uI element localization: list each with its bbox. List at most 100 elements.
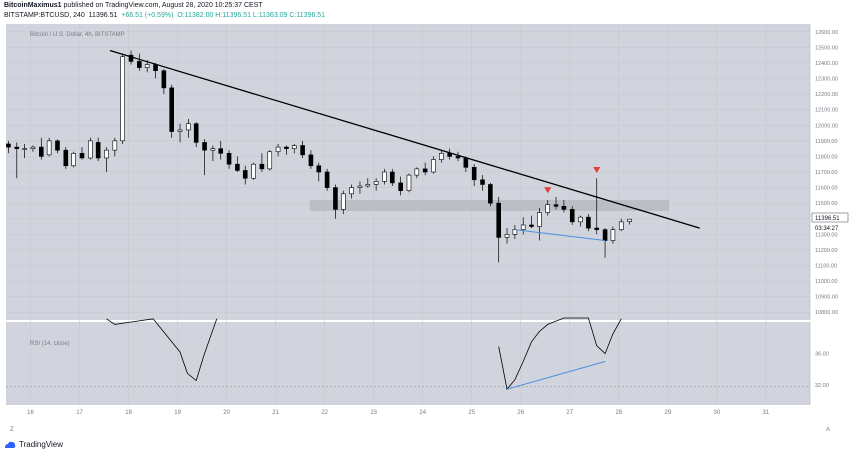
candle-down bbox=[471, 167, 477, 181]
candle-down bbox=[284, 146, 289, 149]
price-tick-label: 12200.00 bbox=[815, 92, 838, 98]
last-price: 11396.51 bbox=[88, 12, 118, 19]
candle-down bbox=[308, 154, 314, 167]
tradingview-logo[interactable]: TradingView bbox=[4, 440, 63, 449]
candle-down bbox=[137, 61, 142, 68]
tradingview-cloud-icon bbox=[5, 441, 16, 448]
candle-down bbox=[333, 187, 338, 210]
rsi-line bbox=[498, 317, 622, 391]
annotations bbox=[109, 49, 700, 390]
symbol-name: BITSTAMP:BTCUSD, 240 bbox=[4, 12, 85, 19]
candle-up bbox=[46, 140, 52, 156]
candle-down bbox=[95, 142, 101, 159]
candles bbox=[6, 50, 632, 263]
candle-down bbox=[480, 179, 485, 185]
brand-name: TradingView bbox=[19, 440, 64, 449]
auto-scale-toggle[interactable]: A bbox=[826, 427, 830, 433]
candle-down bbox=[63, 149, 69, 167]
time-tick-label: 21 bbox=[272, 410, 279, 416]
price-tick-label: 12500.00 bbox=[815, 45, 838, 51]
candle-up bbox=[120, 56, 125, 142]
publish-info: published on TradingView.com, August 28,… bbox=[63, 2, 263, 9]
candle-down bbox=[561, 205, 567, 210]
candle-down bbox=[55, 140, 60, 151]
candle-down bbox=[602, 229, 608, 241]
candle-down bbox=[226, 153, 232, 165]
time-tick-label: 20 bbox=[223, 410, 230, 416]
price-tick-label: 11200.00 bbox=[815, 248, 838, 254]
candle-up bbox=[618, 221, 624, 230]
candle-up bbox=[431, 159, 436, 173]
rsi-tick-label: 36.00 bbox=[815, 352, 829, 358]
candle-down bbox=[153, 64, 158, 72]
price-tick-label: 11600.00 bbox=[815, 186, 838, 192]
log-scale-toggle[interactable]: Z bbox=[10, 427, 14, 433]
price-tick-label: 12000.00 bbox=[815, 123, 838, 129]
candle-down bbox=[38, 146, 44, 157]
candle-down bbox=[390, 171, 395, 184]
chart-area[interactable]: Bitcoin / U.S. Dollar, 4h, BITSTAMP RSI … bbox=[0, 22, 850, 435]
candle-down bbox=[128, 54, 134, 62]
candle-up bbox=[504, 234, 510, 238]
candle-down bbox=[79, 153, 85, 159]
time-tick-label: 25 bbox=[468, 410, 475, 416]
time-tick-label: 29 bbox=[664, 410, 671, 416]
time-tick-label: 28 bbox=[615, 410, 622, 416]
rsi-legend-title: RSI (14, close) bbox=[30, 341, 70, 347]
price-tag-value: 11396.51 bbox=[815, 216, 840, 222]
candle-up bbox=[88, 140, 93, 159]
candle-up bbox=[439, 153, 444, 160]
candle-down bbox=[488, 184, 493, 204]
candle-down bbox=[496, 202, 501, 238]
candle-down bbox=[324, 171, 330, 188]
last-price-tag: 11396.51 03:34:27 bbox=[811, 212, 849, 232]
candle-down bbox=[422, 168, 428, 173]
candle-up bbox=[512, 229, 518, 235]
candle-up bbox=[291, 145, 297, 149]
candle-up bbox=[112, 140, 118, 151]
candle-up bbox=[275, 146, 281, 153]
sell-arrow-marker bbox=[593, 167, 601, 173]
candle-down bbox=[463, 157, 469, 168]
time-tick-label: 22 bbox=[321, 410, 328, 416]
price-tick-label: 11800.00 bbox=[815, 154, 838, 160]
countdown-value: 03:34:27 bbox=[815, 226, 839, 232]
rsi-axis[interactable]: 36.00 32.00 bbox=[809, 322, 829, 405]
rsi-line-segment bbox=[106, 318, 218, 382]
price-tick-label: 11100.00 bbox=[815, 263, 837, 269]
candle-up bbox=[627, 218, 632, 222]
candle-up bbox=[340, 193, 346, 210]
time-tick-label: 19 bbox=[174, 410, 181, 416]
symbol-line: BITSTAMP:BTCUSD, 240 11396.51 +66.51 (+0… bbox=[4, 12, 325, 19]
rsi-divergence-line bbox=[506, 361, 606, 390]
candle-down bbox=[6, 143, 11, 148]
time-tick-label: 16 bbox=[27, 410, 34, 416]
candle-down bbox=[569, 209, 575, 223]
price-divergence-line bbox=[514, 229, 606, 242]
time-tick-label: 27 bbox=[566, 410, 573, 416]
candle-down bbox=[193, 123, 199, 143]
candle-up bbox=[610, 229, 616, 241]
candle-up bbox=[414, 168, 420, 176]
candle-up bbox=[373, 181, 379, 185]
chart-legend-title: Bitcoin / U.S. Dollar, 4h, BITSTAMP bbox=[30, 32, 125, 38]
price-chart[interactable]: Bitcoin / U.S. Dollar, 4h, BITSTAMP RSI … bbox=[0, 22, 850, 435]
candle-up bbox=[520, 224, 526, 230]
price-tick-label: 11700.00 bbox=[815, 170, 838, 176]
candle-up bbox=[251, 163, 256, 179]
candle-up bbox=[186, 123, 191, 131]
publish-line: BitcoinMaximus1 published on TradingView… bbox=[4, 2, 263, 9]
candle-up bbox=[71, 153, 76, 167]
author-name[interactable]: BitcoinMaximus1 bbox=[4, 2, 62, 9]
candle-up bbox=[382, 171, 387, 182]
candle-up bbox=[144, 64, 150, 68]
price-axis[interactable]: 12600.00 12500.00 12400.00 12300.00 12200.00… bbox=[809, 24, 838, 320]
rsi-pane[interactable] bbox=[6, 322, 810, 405]
candle-up bbox=[365, 184, 371, 187]
candle-up bbox=[537, 212, 542, 227]
candle-down bbox=[586, 216, 591, 229]
price-tick-label: 12100.00 bbox=[815, 108, 838, 114]
time-axis[interactable]: 16 17 18 19 20 21 22 23 24 25 26 27 28 29 30 31 bbox=[27, 410, 770, 416]
ohlc-values: O:11382.00 H:11396.51 L:11363.09 C:11396… bbox=[177, 12, 326, 19]
candle-down bbox=[242, 170, 248, 179]
